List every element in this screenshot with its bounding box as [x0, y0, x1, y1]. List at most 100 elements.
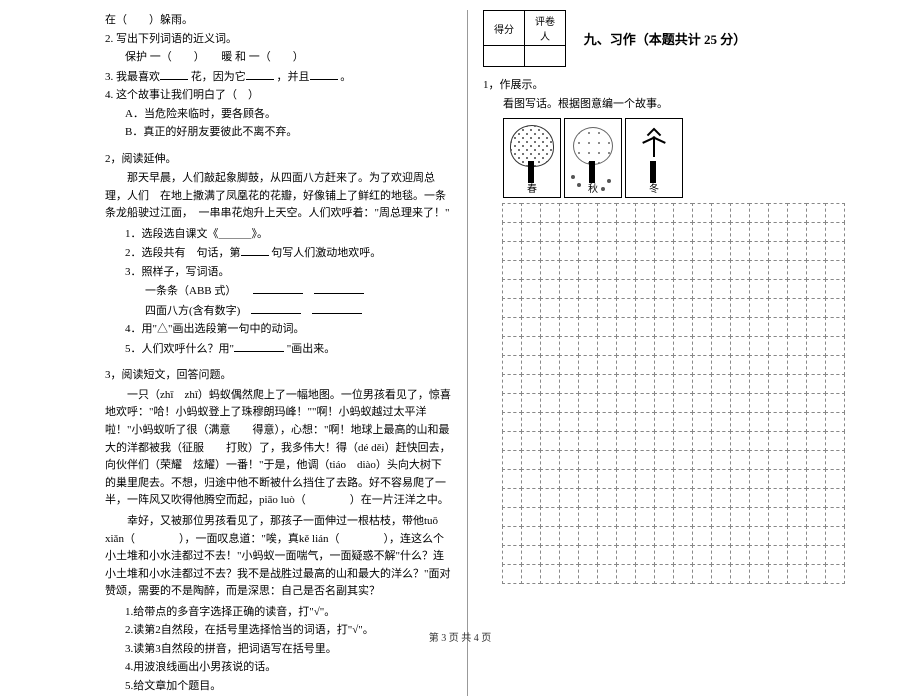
text-line: 保护 一（ ） 暖 和 一（ ）	[105, 49, 452, 66]
grid-cell	[616, 374, 636, 394]
grid-cell	[521, 412, 541, 432]
grid-cell	[825, 355, 845, 375]
grid-cell	[749, 241, 769, 261]
grid-cell	[578, 507, 598, 527]
grid-cell	[654, 393, 674, 413]
grid-cell	[635, 279, 655, 299]
grid-cell	[521, 222, 541, 242]
grid-cell	[597, 279, 617, 299]
grid-cell	[768, 526, 788, 546]
grid-cell	[787, 431, 807, 451]
grid-cell	[654, 374, 674, 394]
grid-cell	[540, 203, 560, 223]
grid-cell	[730, 564, 750, 584]
grid-cell	[597, 488, 617, 508]
grid-cell	[597, 260, 617, 280]
question: 5.给文章加个题目。	[105, 678, 452, 695]
grid-cell	[654, 336, 674, 356]
grid-cell	[502, 336, 522, 356]
grid-cell	[654, 203, 674, 223]
grid-cell	[749, 507, 769, 527]
grid-cell	[654, 469, 674, 489]
grid-cell	[749, 393, 769, 413]
grid-cell	[502, 412, 522, 432]
grader-header: 评卷人	[525, 11, 566, 46]
grid-cell	[616, 412, 636, 432]
grid-cell	[692, 450, 712, 470]
grid-row	[503, 356, 845, 375]
grid-cell	[673, 450, 693, 470]
grid-cell	[787, 374, 807, 394]
grid-cell	[635, 317, 655, 337]
grid-cell	[540, 260, 560, 280]
grid-cell	[597, 564, 617, 584]
grid-cell	[559, 469, 579, 489]
grid-cell	[540, 298, 560, 318]
grid-cell	[502, 450, 522, 470]
grid-cell	[768, 507, 788, 527]
grid-cell	[559, 564, 579, 584]
grid-cell	[540, 241, 560, 261]
grid-cell	[768, 298, 788, 318]
grid-cell	[616, 241, 636, 261]
grid-cell	[635, 355, 655, 375]
grid-cell	[711, 260, 731, 280]
tree-winter-panel: 冬	[625, 118, 683, 198]
grid-cell	[673, 279, 693, 299]
grid-cell	[692, 507, 712, 527]
grid-cell	[502, 222, 522, 242]
grid-cell	[540, 279, 560, 299]
section-heading: 2，阅读延伸。	[105, 151, 452, 168]
text: 5．人们欢呼什么？用"	[125, 343, 234, 355]
grid-cell	[806, 317, 826, 337]
grid-cell	[521, 393, 541, 413]
grid-cell	[578, 355, 598, 375]
text: 一条条（ABB 式）	[145, 285, 231, 297]
grid-cell	[635, 260, 655, 280]
grid-cell	[768, 450, 788, 470]
grid-cell	[502, 526, 522, 546]
grid-cell	[502, 298, 522, 318]
grid-cell	[597, 526, 617, 546]
grid-cell	[616, 336, 636, 356]
score-header: 得分	[484, 11, 525, 46]
text: 2．选段共有 句话，第	[125, 247, 241, 259]
grid-row	[503, 546, 845, 565]
grid-cell	[730, 545, 750, 565]
grid-cell	[692, 355, 712, 375]
grid-cell	[502, 241, 522, 261]
grid-cell	[521, 317, 541, 337]
grid-cell	[521, 260, 541, 280]
question: 3．照样子，写词语。	[105, 264, 452, 281]
grid-cell	[559, 431, 579, 451]
text: 3. 我最喜欢	[105, 71, 160, 83]
grid-cell	[711, 469, 731, 489]
grid-cell	[635, 469, 655, 489]
grid-cell	[654, 488, 674, 508]
grid-cell	[540, 412, 560, 432]
grid-cell	[616, 393, 636, 413]
grid-row	[503, 299, 845, 318]
grid-cell	[654, 298, 674, 318]
grid-cell	[749, 488, 769, 508]
grid-row	[503, 470, 845, 489]
grid-cell	[730, 450, 750, 470]
grid-cell	[806, 412, 826, 432]
sub-item: 四面八方(含有数字)	[105, 302, 452, 320]
grid-cell	[578, 545, 598, 565]
grid-cell	[502, 374, 522, 394]
grid-cell	[806, 469, 826, 489]
grid-cell	[559, 412, 579, 432]
grid-cell	[597, 317, 617, 337]
grid-cell	[521, 298, 541, 318]
grid-cell	[730, 393, 750, 413]
grid-cell	[730, 431, 750, 451]
passage: 幸好，又被那位男孩看见了，那孩子一面伸过一根枯枝，带他tuō xiǎn（ ），一…	[105, 513, 452, 601]
grid-cell	[711, 564, 731, 584]
grid-row	[503, 527, 845, 546]
branch	[653, 137, 655, 157]
grid-cell	[825, 507, 845, 527]
grid-cell	[806, 545, 826, 565]
grid-cell	[787, 355, 807, 375]
grid-cell	[559, 374, 579, 394]
